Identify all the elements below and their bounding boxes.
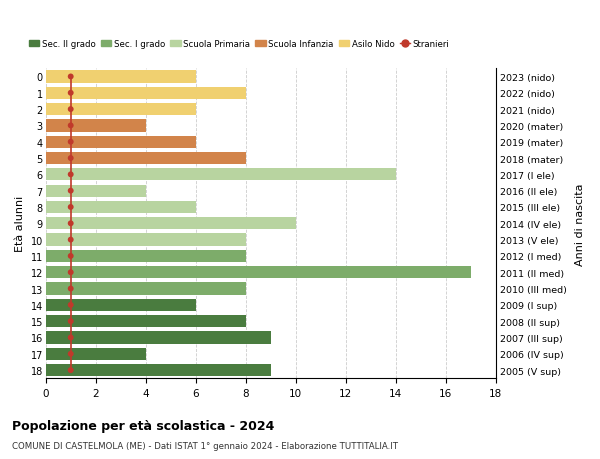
Bar [46,234,245,246]
Bar [46,136,196,149]
Point [66,188,76,195]
Bar [46,152,245,165]
Y-axis label: Anni di nascita: Anni di nascita [575,183,585,265]
Point [66,318,76,325]
Point [66,302,76,309]
Point [66,236,76,244]
Point [66,90,76,97]
Bar [46,332,271,344]
Bar [46,202,196,213]
Text: Popolazione per età scolastica - 2024: Popolazione per età scolastica - 2024 [12,419,274,431]
Point [66,106,76,113]
Point [66,204,76,211]
Point [66,269,76,276]
Point [66,73,76,81]
Bar [46,169,395,181]
Point [66,123,76,130]
Bar [46,250,245,263]
Point [66,253,76,260]
Point [66,220,76,228]
Bar [46,299,196,311]
Bar [46,348,146,360]
Text: COMUNE DI CASTELMOLA (ME) - Dati ISTAT 1° gennaio 2024 - Elaborazione TUTTITALIA: COMUNE DI CASTELMOLA (ME) - Dati ISTAT 1… [12,441,398,450]
Point [66,350,76,358]
Bar [46,104,196,116]
Bar [46,71,196,84]
Point [66,155,76,162]
Point [66,334,76,341]
Point [66,367,76,374]
Bar [46,218,296,230]
Bar [46,283,245,295]
Point [66,285,76,292]
Legend: Sec. II grado, Sec. I grado, Scuola Primaria, Scuola Infanzia, Asilo Nido, Stran: Sec. II grado, Sec. I grado, Scuola Prim… [26,36,453,52]
Bar [46,364,271,376]
Bar [46,315,245,328]
Y-axis label: Età alunni: Età alunni [15,196,25,252]
Point [66,139,76,146]
Bar [46,267,470,279]
Bar [46,185,146,197]
Point [66,171,76,179]
Bar [46,88,245,100]
Bar [46,120,146,132]
